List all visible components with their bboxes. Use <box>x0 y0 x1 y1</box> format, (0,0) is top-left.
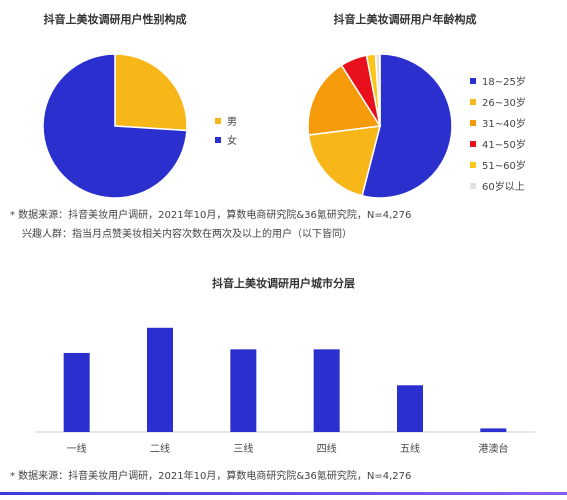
legend-label-male: 男 <box>227 117 237 128</box>
x-tick-label: 港澳台 <box>478 442 508 455</box>
x-tick-label: 五线 <box>400 442 420 455</box>
legend-swatch <box>470 140 476 147</box>
x-tick-label: 一线 <box>67 442 87 455</box>
legend-label: 41~50岁 <box>482 140 526 151</box>
legend-label-female: 女 <box>227 136 237 147</box>
age-legend-item: 26~30岁 <box>470 94 526 109</box>
bar-5 <box>480 428 507 432</box>
bar-4 <box>397 385 423 432</box>
source-note-bottom: * 数据来源：抖音美妆用户调研，2021年10月，算数电商研究院&36氪研究院，… <box>10 471 412 482</box>
city-bar-chart: 一线 二线 三线 四线 五线 港澳台 <box>35 327 535 455</box>
legend-swatch-female <box>215 136 221 143</box>
pie-slice-5 <box>374 53 381 127</box>
legend-label: 51~60岁 <box>482 161 526 172</box>
age-legend-item: 18~25岁 <box>470 73 526 88</box>
pie-slice-1 <box>307 125 382 197</box>
pie-slice-1 <box>42 53 188 199</box>
bar-0 <box>63 352 90 432</box>
age-chart-title: 抖音上美妆调研用户年龄构成 <box>333 13 477 26</box>
x-tick-label: 四线 <box>317 442 337 455</box>
interest-note: 兴趣人群：指当月点赞美妆相关内容次数在两次及以上的用户（以下皆同） <box>22 229 352 240</box>
legend-swatch <box>470 182 476 189</box>
bottom-gradient-bar <box>0 492 567 495</box>
x-tick-label: 三线 <box>233 442 253 455</box>
age-legend-item: 51~60岁 <box>470 157 526 172</box>
legend-label: 60岁以上 <box>482 182 525 193</box>
source-note-top: * 数据来源：抖音美妆用户调研，2021年10月，算数电商研究院&36氪研究院，… <box>10 210 412 221</box>
bar-3 <box>313 349 340 432</box>
gender-legend-male: 男 <box>215 113 237 128</box>
legend-label: 31~40岁 <box>482 119 526 130</box>
age-legend-item: 60岁以上 <box>470 178 525 193</box>
legend-swatch <box>470 77 476 84</box>
legend-swatch <box>470 119 476 126</box>
pie-slice-2 <box>307 64 382 136</box>
city-chart-title: 抖音上美妆调研用户城市分层 <box>212 277 355 290</box>
legend-label: 26~30岁 <box>482 98 526 109</box>
legend-label: 18~25岁 <box>482 77 526 88</box>
age-pie <box>307 53 453 199</box>
x-tick-label: 二线 <box>150 442 170 455</box>
bar-1 <box>147 327 173 432</box>
gender-pie <box>42 53 188 199</box>
legend-swatch <box>470 98 476 105</box>
age-legend-item: 41~50岁 <box>470 136 526 151</box>
gender-chart-title: 抖音上美妆调研用户性别构成 <box>43 13 187 26</box>
legend-swatch-male <box>215 117 221 124</box>
pie-slice-0 <box>361 53 453 199</box>
legend-swatch <box>470 161 476 168</box>
gender-legend-female: 女 <box>215 132 237 147</box>
bar-2 <box>230 349 257 432</box>
age-legend-item: 31~40岁 <box>470 115 526 130</box>
pie-slice-0 <box>114 53 188 132</box>
